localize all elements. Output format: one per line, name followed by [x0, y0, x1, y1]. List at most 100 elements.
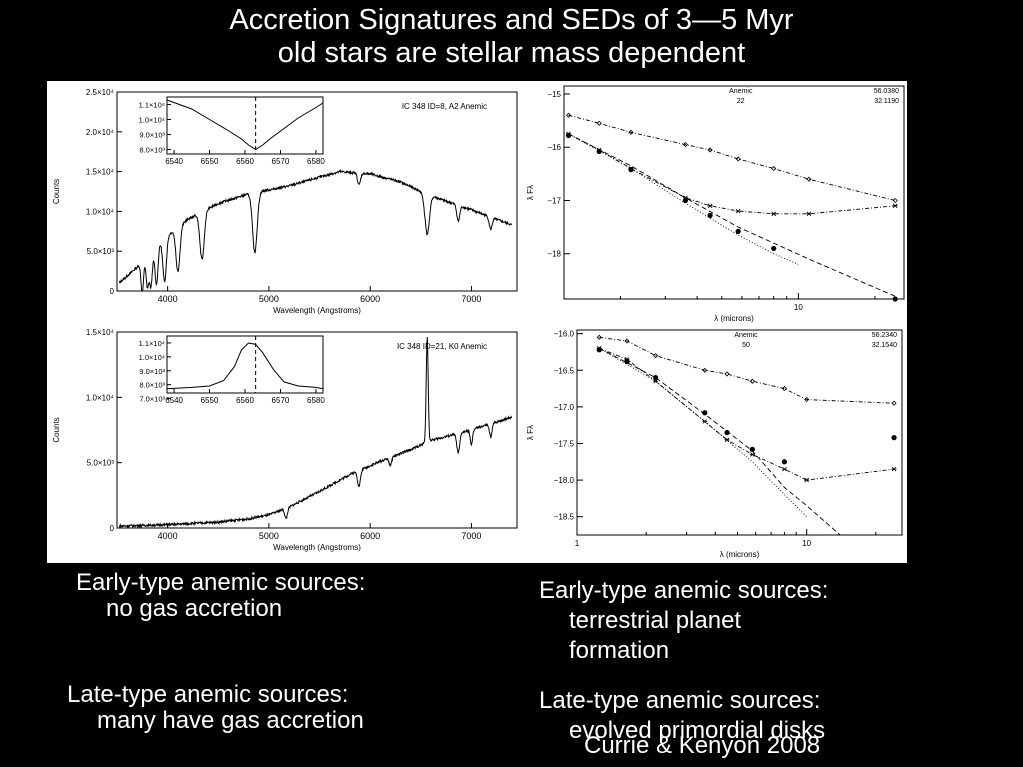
sed-diamond-marker	[624, 338, 630, 344]
caption-right-late: Late-type anemic sources: evolved primor…	[539, 686, 825, 746]
sed-data-point	[702, 410, 708, 416]
sed-diamond-marker	[702, 367, 708, 373]
sed-data-point	[724, 429, 730, 436]
x-tick-label: 4000	[158, 294, 178, 304]
inset-frame	[166, 96, 324, 155]
spectrum-trace	[118, 168, 513, 292]
caption-left-late: Late-type anemic sources: many have gas …	[67, 680, 364, 736]
legend-text: 32.1190	[874, 98, 899, 105]
caption-right-early: Early-type anemic sources: terrestrial p…	[539, 576, 828, 666]
sed-star-marker	[735, 208, 741, 214]
y-tick-label: −17	[547, 196, 561, 205]
y-tick-label: −18.5	[554, 513, 575, 522]
inset-y-tick-label: 8.0×10³	[139, 381, 165, 390]
sed-data-point	[596, 148, 602, 155]
sed-diamond-marker	[596, 120, 602, 126]
sed-diamond-marker	[653, 353, 659, 359]
spectrum-label: IC 348 ID=21, K0 Anemic	[397, 342, 487, 351]
sed-star-marker	[891, 466, 897, 472]
x-tick-label: 6000	[360, 531, 380, 541]
y-tick-label: −17.5	[554, 439, 575, 448]
sed-star-marker	[806, 211, 812, 217]
sed-data-point	[682, 197, 689, 204]
inset-x-tick-label: 6560	[236, 396, 254, 405]
caption-right-late-line-2: evolved primordial disks	[569, 717, 826, 744]
slide-title: Accretion Signatures and SEDs of 3—5 Myr…	[0, 4, 1023, 70]
caption-left-early-line-2: no gas accretion	[106, 595, 283, 622]
sed-data-point	[892, 296, 898, 302]
sed-data-point	[735, 228, 741, 234]
legend-text: 32.1540	[872, 342, 897, 349]
plot-frame	[116, 91, 518, 292]
sed-diamond-marker	[804, 396, 810, 403]
slide-title-line-2: old stars are stellar mass dependent	[277, 37, 746, 69]
inset-y-tick-label: 1.1×10⁴	[139, 339, 165, 348]
y-tick-label: −15	[547, 90, 561, 99]
y-tick-label: 1.5×10⁴	[86, 328, 115, 337]
sed-diamond-marker	[628, 129, 634, 135]
y-tick-label: −18	[547, 250, 561, 259]
y-axis-label: λ Fλ	[526, 185, 535, 200]
x-tick-label: 10	[802, 539, 811, 548]
spectra-panel: 0 5.0×10³ 1.0×10⁴ 1.5×10⁴ 2.0×10⁴ 2.5×10⁴ 4000…	[47, 81, 521, 563]
x-axis-label: Wavelength (Angstroms)	[273, 543, 361, 552]
sed-data-point	[771, 245, 777, 252]
sed-diamond-marker	[682, 142, 689, 148]
y-tick-label: −16.5	[554, 366, 575, 375]
legend-text: 50	[742, 342, 750, 349]
sed-chart-50: −16.0 −16.5 −17.0 −17.5 −18.0 −18.5 1 10 λ (micr…	[526, 329, 903, 559]
spectrum-label: IC 348 ID=8, A2 Anemic	[402, 102, 487, 111]
plot-frame	[116, 331, 518, 529]
inset-x-tick-label: 6580	[307, 157, 325, 166]
caption-left-late-line-1: Late-type anemic sources:	[67, 681, 349, 708]
inset-x-tick-label: 6570	[272, 396, 290, 405]
x-axis-label: λ (microns)	[720, 550, 760, 559]
plot-frame	[576, 329, 903, 536]
sed-series-line	[599, 336, 895, 404]
sed-panel: −15 −16 −17 −18 10 λ (microns) λ Fλ Anemic 56.03…	[521, 81, 907, 563]
x-tick-label: 1	[575, 539, 580, 548]
caption-left-late-line-2: many have gas accretion	[97, 707, 364, 734]
y-tick-label: 0	[110, 287, 115, 296]
slide-title-line-1: Accretion Signatures and SEDs of 3—5 Myr	[229, 4, 794, 36]
y-tick-label: 2.5×10⁴	[86, 88, 115, 97]
y-axis-label: λ Fλ	[526, 425, 535, 440]
caption-left-early: Early-type anemic sources: no gas accret…	[76, 568, 365, 624]
y-tick-label: 1.0×10⁴	[86, 393, 115, 402]
x-tick-label: 6000	[360, 294, 380, 304]
sed-data-point	[749, 446, 755, 452]
sed-series-line	[599, 347, 808, 518]
caption-right-early-line-2: terrestrial planet	[569, 607, 742, 634]
x-axis-label: Wavelength (Angstroms)	[273, 306, 361, 315]
inset-y-tick-label: 9.0×10³	[139, 131, 165, 140]
halpha-profile	[166, 342, 324, 390]
sed-data-point	[624, 358, 630, 365]
inset-y-tick-label: 9.0×10³	[139, 367, 165, 376]
legend-text: Anemic	[729, 88, 753, 95]
sed-series-line	[568, 114, 896, 201]
y-tick-label: −17.0	[554, 403, 575, 412]
sed-star-marker	[804, 477, 810, 483]
sed-data-point	[628, 167, 634, 173]
sed-series-line	[599, 347, 841, 536]
legend-text: Anemic	[734, 332, 758, 339]
inset-x-tick-label: 6550	[201, 396, 219, 405]
sed-data-point	[653, 374, 659, 381]
y-tick-label: 1.5×10⁴	[86, 168, 115, 177]
halpha-profile	[166, 99, 324, 151]
sed-star-marker	[892, 203, 898, 209]
y-tick-label: −18.0	[554, 476, 575, 485]
x-tick-label: 5000	[259, 294, 279, 304]
inset-x-tick-label: 6570	[272, 157, 290, 166]
sed-star-marker	[724, 437, 730, 443]
sed-diamond-marker	[781, 386, 787, 392]
caption-right-early-line-1: Early-type anemic sources:	[539, 577, 829, 604]
sed-data-point	[891, 435, 897, 441]
legend-text: 56.2340	[872, 332, 897, 339]
sed-diamond-marker	[735, 156, 741, 162]
inset-y-tick-label: 1.0×10⁴	[139, 353, 165, 362]
sed-diamond-marker	[771, 165, 777, 172]
inset-x-tick-label: 6580	[307, 396, 325, 405]
sed-diamond-marker	[707, 147, 713, 153]
caption-right-early-line-3: formation	[569, 637, 670, 664]
